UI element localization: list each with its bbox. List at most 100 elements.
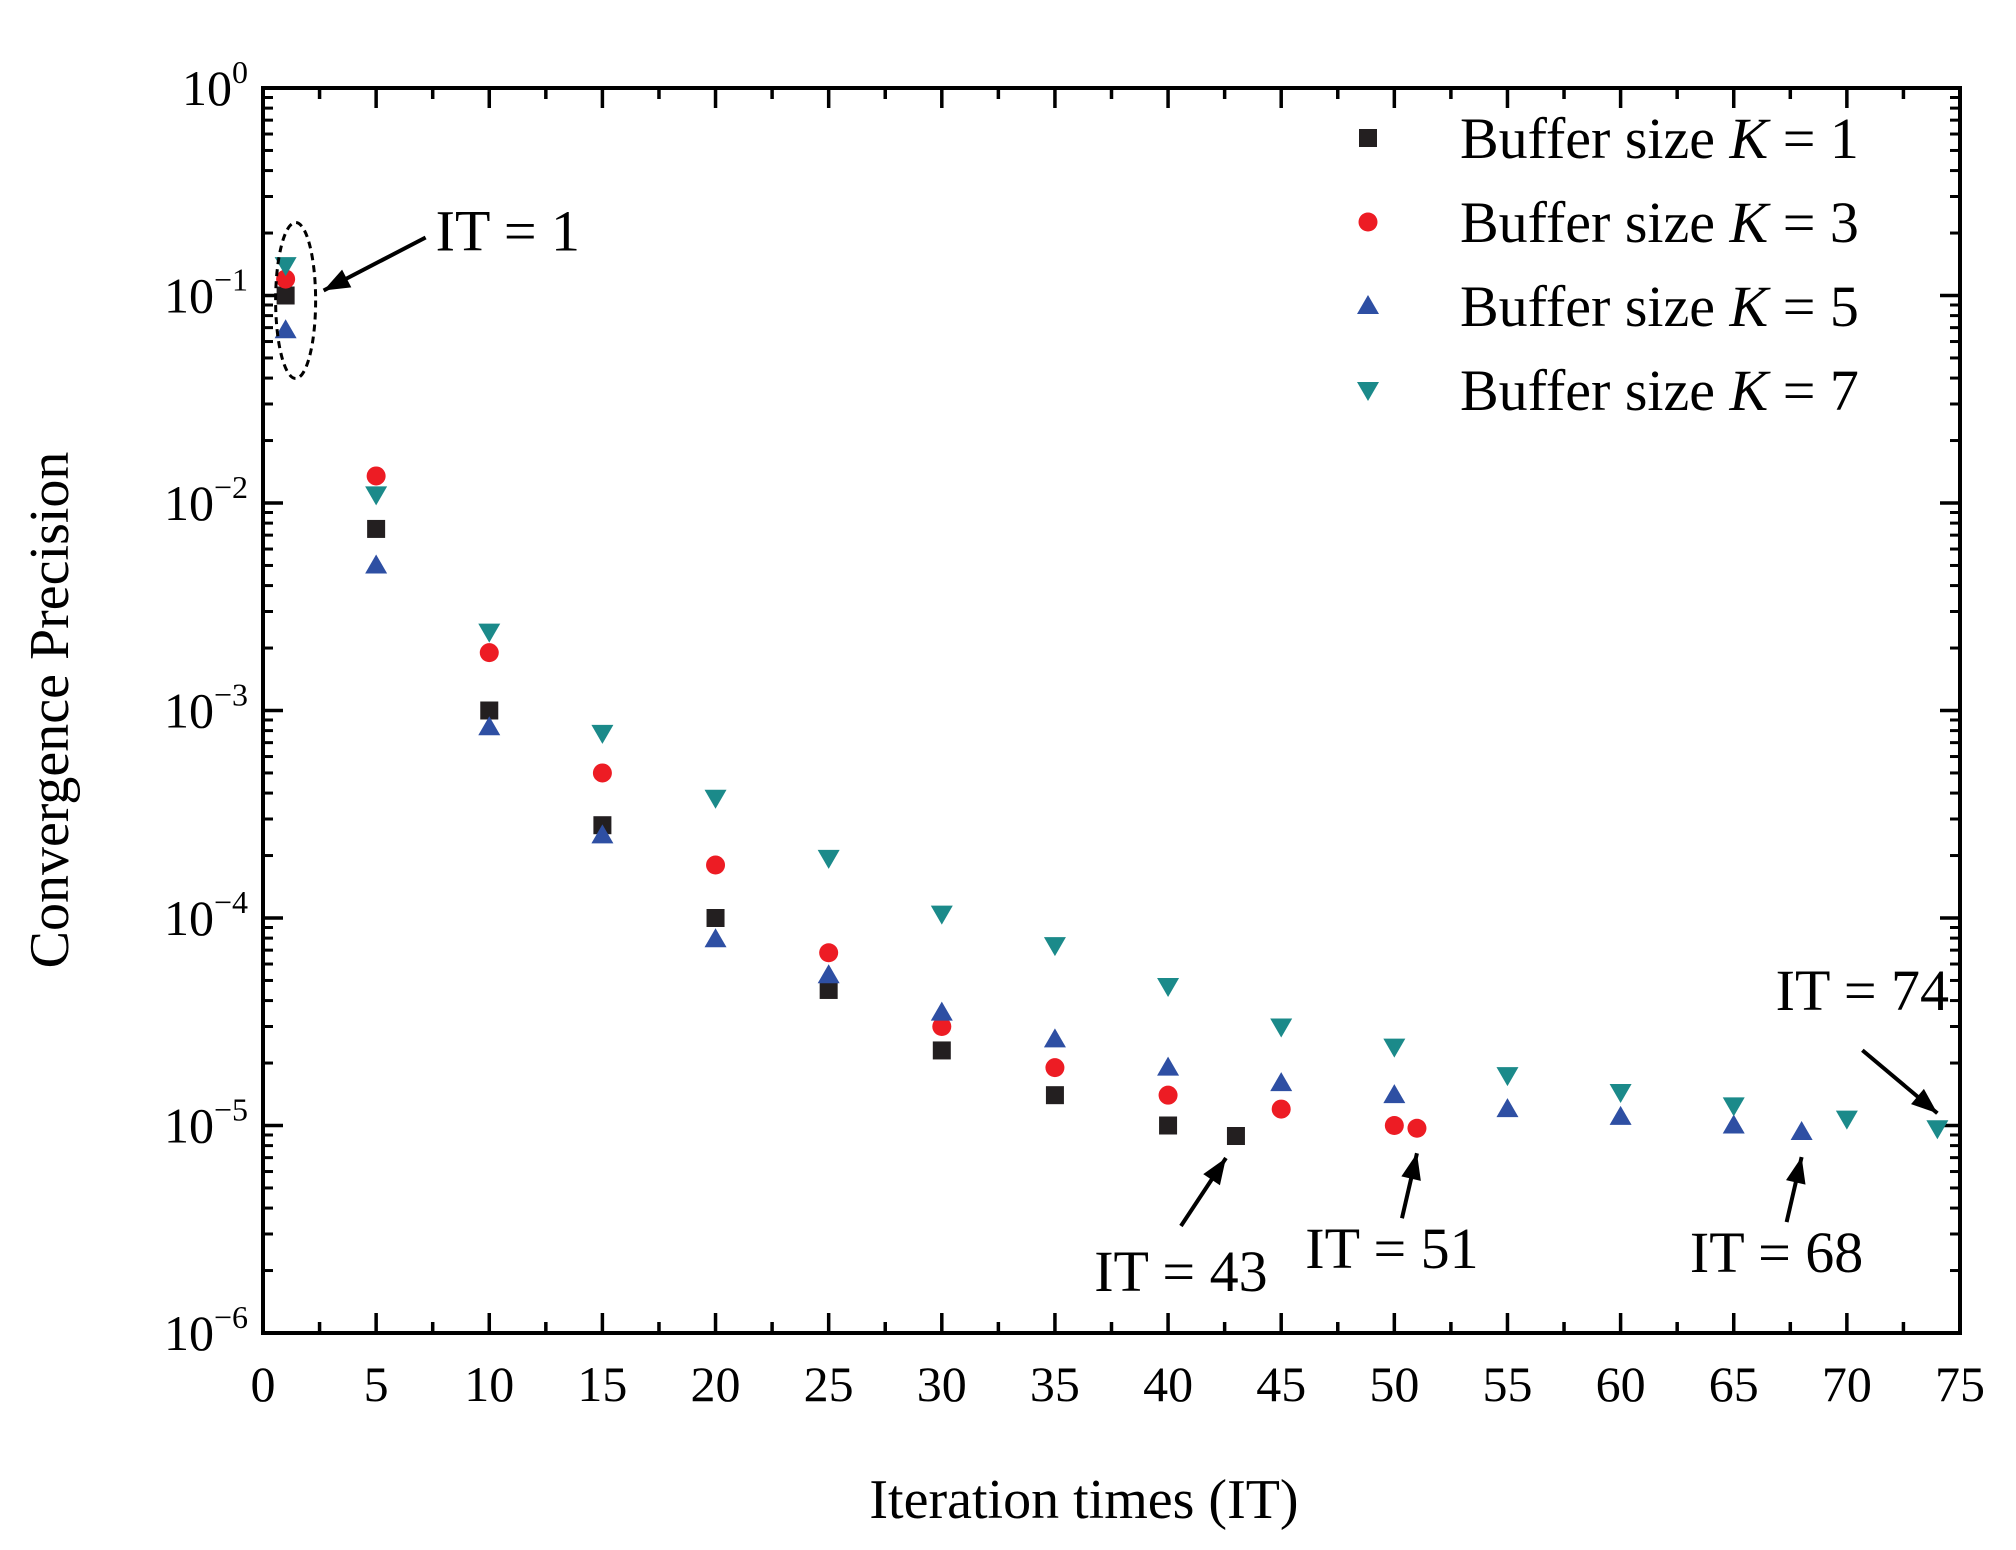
legend: Buffer size K = 1 Buffer size K = 3 Buffer… [1357,106,1859,423]
legend-marker [1357,382,1379,401]
data-point [591,824,614,844]
data-point [819,980,838,999]
x-tick-labels: 0 5 10 15 20 25 30 35 40 45 50 55 60 65 70 75 [251,1356,1986,1412]
x-tick-label: 20 [691,1356,741,1412]
data-point [1158,1085,1178,1105]
x-tick-label: 65 [1709,1356,1759,1412]
data-point [366,466,386,486]
data-point [1270,1018,1293,1038]
x-axis-title: Iteration times (IT) [869,1469,1298,1531]
x-tick-label: 50 [1369,1356,1419,1412]
annotation-arrowhead [323,269,352,291]
data-point [1270,1072,1293,1092]
data-point [592,763,612,783]
legend-label: Buffer size K = 7 [1460,358,1859,423]
data-point [932,1016,952,1036]
data-point [1045,1086,1064,1105]
x-tick-label: 55 [1482,1356,1532,1412]
data-point [930,905,953,925]
data-point [1496,1098,1519,1118]
annotation-label: IT = 51 [1305,1216,1478,1281]
x-tick-label: 5 [364,1356,389,1412]
x-tick-label: 0 [251,1356,276,1412]
annotation-label: IT = 68 [1690,1220,1863,1285]
data-point [591,724,614,744]
data-point [276,269,296,289]
y-tick-labels: 100 10−1 10−2 10−3 10−4 10−5 10−6 [164,54,248,1361]
data-point [365,554,388,574]
data-point [1383,1084,1406,1104]
data-point [274,257,297,277]
x-tick-label: 25 [804,1356,854,1412]
annotation-arrowhead [1203,1158,1226,1186]
x-tick-label: 60 [1596,1356,1646,1412]
legend-label: Buffer size K = 1 [1460,106,1859,171]
annotation-arrowhead [1911,1088,1938,1114]
y-tick-label: 10−6 [164,1299,248,1361]
legend-marker [1358,212,1378,232]
data-point [1383,1038,1406,1058]
data-point [819,943,839,963]
data-point [479,643,499,663]
data-point [480,701,499,720]
data-point [1157,1056,1180,1076]
y-tick-label: 100 [182,54,248,116]
annotations: IT = 1 IT = 43 IT = 51 IT = 68 IT = 74 [274,199,1949,1304]
data-series [274,257,1949,1146]
y-tick-label: 10−4 [164,884,248,946]
series-k1 [276,286,1245,1146]
data-point [1609,1105,1632,1125]
series-k7 [274,257,1949,1140]
data-point [367,519,386,538]
x-tick-label: 35 [1030,1356,1080,1412]
x-tick-label: 45 [1256,1356,1306,1412]
axis-ticks [261,86,1962,1335]
legend-label: Buffer size K = 3 [1460,190,1859,255]
x-tick-label: 70 [1822,1356,1872,1412]
x-tick-label: 30 [917,1356,967,1412]
data-point [478,716,501,736]
data-point [704,789,727,809]
x-tick-label: 75 [1935,1356,1985,1412]
series-k5 [274,319,1813,1141]
data-point [1043,1028,1066,1048]
data-point [817,849,840,869]
data-point [706,909,725,927]
data-point [1271,1099,1291,1119]
x-tick-label: 40 [1143,1356,1193,1412]
y-axis-title: Convergence Precision [19,452,81,969]
annotation-label: IT = 74 [1776,958,1949,1023]
data-point [276,286,295,305]
data-point [1926,1120,1949,1140]
annotation-label: IT = 1 [436,199,580,264]
data-point [1835,1110,1858,1130]
data-point [1722,1114,1745,1134]
annotation-arrowhead [1786,1157,1806,1185]
legend-marker [1359,129,1377,147]
data-point [1722,1097,1745,1117]
data-point [1045,1058,1065,1078]
y-tick-label: 10−2 [164,469,248,531]
y-tick-label: 10−5 [164,1092,248,1154]
data-point [478,623,501,643]
data-point [365,486,388,506]
data-point [1384,1116,1404,1135]
y-tick-label: 10−3 [164,677,248,739]
data-point [1043,937,1066,957]
data-point [1609,1084,1632,1104]
data-point [1407,1118,1427,1138]
annotation-label: IT = 43 [1094,1239,1267,1304]
x-tick-label: 15 [577,1356,627,1412]
data-point [274,319,297,339]
data-point [706,855,726,875]
data-point [1157,978,1180,998]
annotation-arrowhead [1401,1153,1421,1181]
x-tick-label: 10 [464,1356,514,1412]
data-point [932,1041,951,1060]
legend-label: Buffer size K = 5 [1460,274,1859,339]
data-point [704,928,727,948]
data-point [930,1001,953,1021]
data-point [1226,1127,1245,1146]
highlight-ellipse [274,221,318,380]
